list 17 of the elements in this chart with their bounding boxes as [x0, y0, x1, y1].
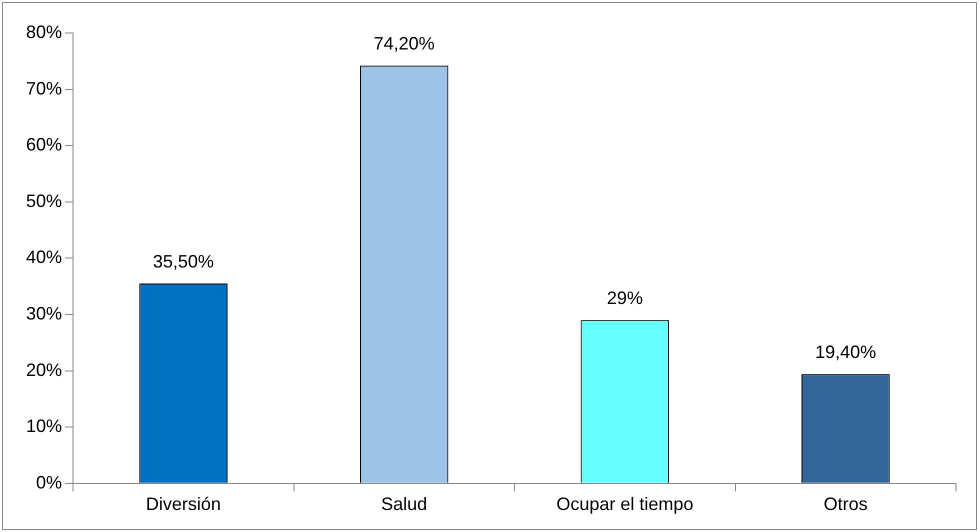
x-tick-label: Salud	[381, 494, 428, 514]
y-tick-label: 40%	[26, 247, 62, 268]
x-tick-label: Ocupar el tiempo	[556, 494, 694, 514]
y-tick-label: 0%	[36, 472, 62, 492]
y-tick-label: 80%	[26, 22, 62, 42]
y-tick-label: 10%	[26, 416, 62, 436]
y-tick-label: 20%	[26, 360, 62, 380]
x-tick-label: Otros	[824, 494, 868, 514]
y-tick-label: 60%	[26, 134, 62, 155]
y-tick-label: 50%	[26, 190, 62, 211]
y-tick-label: 30%	[26, 303, 62, 324]
data-label: 74,20%	[374, 34, 435, 54]
x-tick-label: Diversión	[146, 494, 221, 514]
data-label: 19,40%	[815, 342, 876, 362]
data-label: 35,50%	[152, 252, 214, 272]
y-tick-label: 70%	[26, 78, 62, 98]
data-label: 29%	[606, 288, 643, 308]
